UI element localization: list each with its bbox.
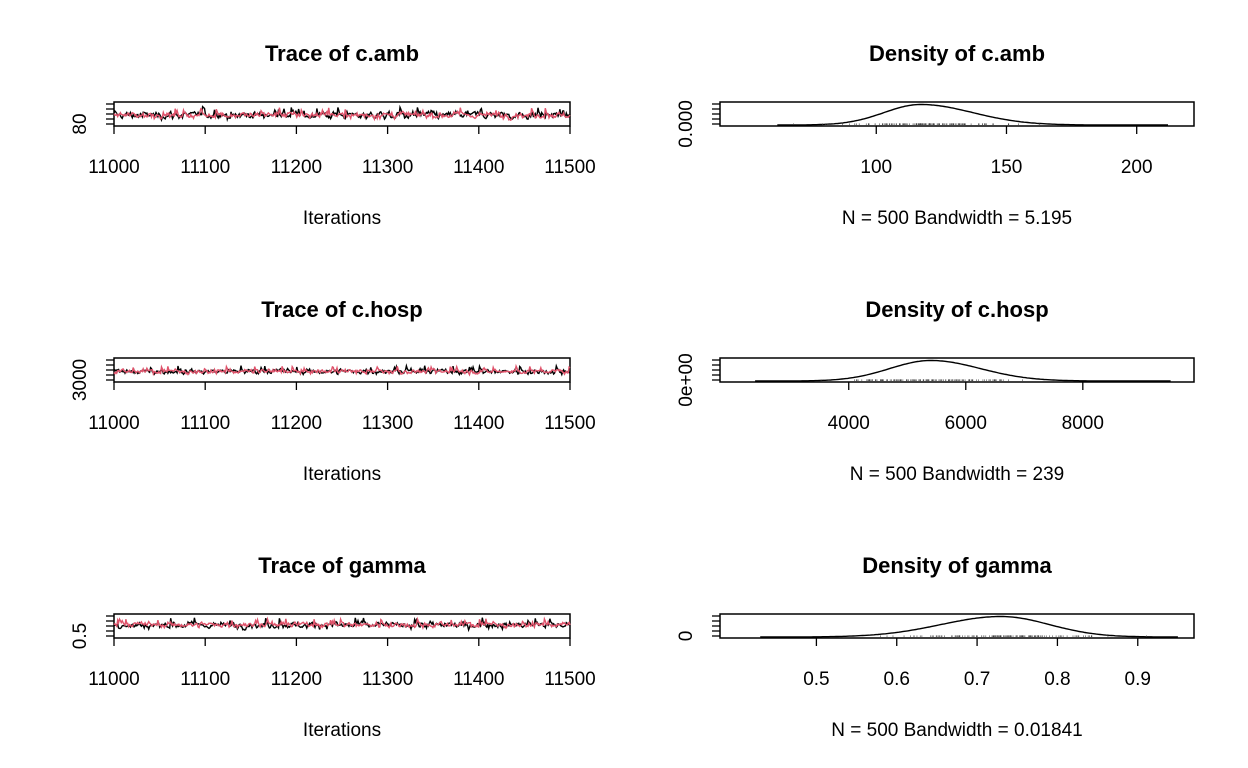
x-tick-label: 11400	[453, 157, 504, 178]
y-tick-label: 0	[676, 631, 697, 642]
x-tick-label: 11000	[88, 413, 139, 434]
panel-trace-of-c-hosp: Trace of c.hosp 11000 11100 11200 11300 11400…	[70, 297, 596, 485]
x-axis-label: N = 500 Bandwidth = 239	[850, 464, 1064, 485]
x-tick-label: 11100	[180, 157, 230, 178]
x-axis-label: N = 500 Bandwidth = 0.01841	[831, 720, 1082, 741]
x-tick-label: 11400	[453, 413, 504, 434]
x-tick-label: 100	[860, 157, 892, 178]
x-axis-label: Iterations	[303, 464, 381, 485]
chart-title: Trace of c.amb	[265, 41, 419, 66]
density-curve	[760, 615, 1178, 638]
x-tick-label: 11200	[271, 413, 322, 434]
panel-density-of-c-amb: Density of c.amb 100 150 200 N = 500 Bandwid…	[676, 41, 1195, 229]
x-tick-label: 4000	[828, 413, 870, 434]
x-tick-label: 6000	[945, 413, 987, 434]
trace-series-2	[113, 363, 571, 377]
chart-title: Density of c.amb	[869, 41, 1045, 66]
panel-density-of-gamma: Density of gamma 0.5 0.6 0.7 0.8 0.9 N = 500 B…	[676, 553, 1195, 741]
x-tick-label: 0.5	[803, 669, 829, 690]
y-tick-label: 0.000	[676, 100, 697, 148]
y-tick-label: 0.5	[70, 623, 91, 649]
x-tick-label: 11000	[88, 669, 139, 690]
x-axis-label: N = 500 Bandwidth = 5.195	[842, 208, 1072, 229]
x-axis-label: Iterations	[303, 720, 381, 741]
trace-series-2	[113, 616, 571, 630]
trace-series-1	[113, 616, 571, 633]
y-tick-label: 80	[70, 113, 91, 134]
x-tick-label: 11100	[180, 413, 230, 434]
plot-frame	[719, 101, 1195, 127]
plot-frame	[719, 613, 1195, 639]
x-tick-label: 11200	[271, 669, 322, 690]
chart-title: Trace of gamma	[258, 553, 426, 578]
chart-title: Density of c.hosp	[865, 297, 1048, 322]
x-tick-label: 11500	[544, 669, 595, 690]
x-tick-label: 11300	[362, 413, 413, 434]
chart-title: Density of gamma	[862, 553, 1052, 578]
x-tick-label: 11300	[362, 669, 413, 690]
x-tick-label: 8000	[1062, 413, 1104, 434]
x-tick-label: 11500	[544, 413, 595, 434]
x-tick-label: 11100	[180, 669, 230, 690]
x-tick-label: 11200	[271, 157, 322, 178]
x-tick-label: 200	[1121, 157, 1153, 178]
density-rug	[793, 123, 1040, 125]
chart-title: Trace of c.hosp	[261, 297, 422, 322]
trace-series-2	[113, 107, 571, 122]
density-curve	[777, 103, 1168, 126]
y-tick-label: 0e+00	[676, 353, 697, 406]
x-tick-label: 150	[991, 157, 1023, 178]
panel-density-of-c-hosp: Density of c.hosp 4000 6000 8000 N = 500 Ban…	[676, 297, 1195, 485]
density-rug	[820, 379, 1023, 381]
x-tick-label: 0.6	[884, 669, 910, 690]
x-tick-label: 11500	[544, 157, 595, 178]
x-tick-label: 0.9	[1125, 669, 1151, 690]
x-tick-label: 0.8	[1044, 669, 1070, 690]
x-tick-label: 11000	[88, 157, 139, 178]
density-rug	[880, 635, 1147, 637]
x-tick-label: 11300	[362, 157, 413, 178]
plot-frame	[719, 357, 1195, 383]
x-tick-label: 0.7	[964, 669, 990, 690]
density-curve	[755, 359, 1171, 382]
x-tick-label: 11400	[453, 669, 504, 690]
panel-trace-of-c-amb: Trace of c.amb 11000 11100 11200 11300 11400 1…	[70, 41, 596, 229]
y-tick-label: 3000	[70, 359, 91, 401]
panel-trace-of-gamma: Trace of gamma 11000 11100 11200 11300 11400 1…	[70, 553, 596, 741]
x-axis-label: Iterations	[303, 208, 381, 229]
